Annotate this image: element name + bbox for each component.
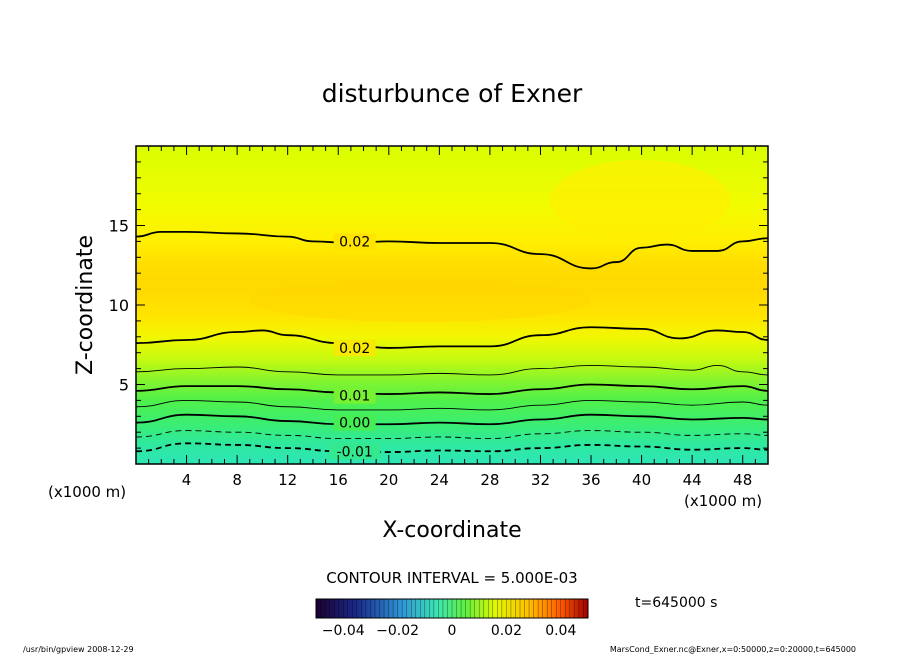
colorbar-tick-label: 0.04 [545,623,576,639]
contour-label-bg [329,443,381,460]
contour-line [136,413,768,426]
contour-label: 0.00 [339,416,370,432]
colorbar-tick-label: −0.04 [322,623,365,639]
y-tick-label: 5 [119,376,129,395]
contour-line [136,326,768,349]
contour-line [136,230,768,270]
contour-label: 0.01 [339,389,370,405]
plot-area: 0.02 0.02 0.01 0.00 -0.01 [136,146,768,464]
contour-line [136,442,768,453]
y-tick-label: 15 [109,217,129,236]
y-axis-label: Z-coordinate [73,235,98,375]
x-tick-label: 16 [329,471,348,489]
colorbar-frame [315,598,589,619]
chart-title: disturbunce of Exner [322,79,583,108]
y-axis-ticks: 5 10 15 [109,161,768,449]
x-tick-label: 24 [430,471,449,489]
contour-label-bg [333,414,376,431]
contour-label-bg [333,233,376,250]
contour-labels: 0.02 0.02 0.01 0.00 -0.01 [329,233,381,460]
contour-label-bg [333,339,376,356]
time-label: t=645000 s [635,595,717,611]
colorbar-tick-label: −0.02 [376,623,419,639]
y-tick-label: 10 [109,296,129,315]
x-axis-label: X-coordinate [382,518,521,543]
footer-left: /usr/bin/gpview 2008-12-29 [23,645,134,654]
colorbar-tick-label: 0.02 [491,623,522,639]
colorbar: −0.04 −0.02 0 0.02 0.04 [315,598,589,639]
x-tick-label: 12 [278,471,297,489]
x-tick-label: 20 [379,471,398,489]
contour-line [136,399,768,411]
footer-right: MarsCond_Exner.nc@Exner,x=0:50000,z=0:20… [610,645,856,654]
field-blob-light [550,160,730,240]
x-tick-label: 36 [581,471,600,489]
colorbar-tick-label: 0 [448,623,457,639]
x-tick-label: 44 [683,471,702,489]
contour-label: 0.02 [339,234,370,250]
colorbar-stripes [320,599,584,618]
x-axis-ticks: 4 8 12 16 20 24 28 32 36 40 44 48 [148,146,756,489]
contour-line [136,430,768,440]
contour-interval-label: CONTOUR INTERVAL = 5.000E-03 [326,569,577,587]
x-tick-label: 4 [182,471,192,489]
colorbar-tick-labels: −0.04 −0.02 0 0.02 0.04 [322,623,577,639]
field-blob-gold [250,278,590,322]
contour-lines [136,230,768,453]
contour-label-bg [333,387,376,404]
contour-line [136,383,768,395]
x-tick-label: 48 [733,471,752,489]
contour-label: -0.01 [337,444,373,460]
x-axis-unit-left: (x1000 m) [48,483,126,501]
x-tick-label: 28 [480,471,499,489]
contour-line [136,364,768,376]
x-tick-label: 8 [232,471,242,489]
contour-label: 0.02 [339,341,370,357]
x-tick-label: 40 [632,471,651,489]
x-axis-unit-right: (x1000 m) [684,492,762,510]
x-tick-label: 32 [531,471,550,489]
